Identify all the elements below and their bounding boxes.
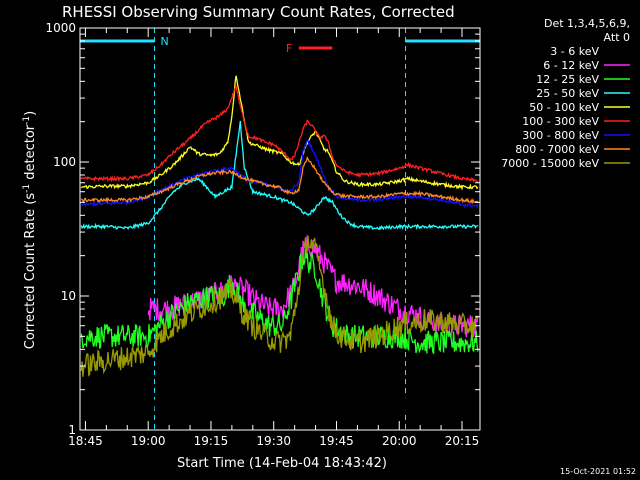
night-markers: N [80, 28, 480, 430]
x-tick-label-4: 19:45 [319, 434, 354, 448]
legend-label-3: 25 - 50 keV [536, 87, 599, 100]
plot-area: N F [80, 28, 480, 432]
night-label: N [160, 35, 168, 48]
flare-label: F [286, 42, 292, 55]
legend-label-4: 50 - 100 keV [529, 101, 599, 114]
y-tick-label-1: 10 [61, 289, 76, 303]
y-axis: 1 10 100 1000 [45, 21, 480, 437]
legend-detector-info: Det 1,3,4,5,6,9, [544, 17, 630, 30]
plot-frame [79, 27, 481, 431]
x-tick-label-1: 19:00 [131, 434, 166, 448]
x-tick-label-3: 19:30 [256, 434, 291, 448]
data-series [80, 75, 479, 432]
legend-label-7: 800 - 7000 keV [515, 143, 599, 156]
y-axis-label-post: ) [23, 111, 38, 116]
legend-label-1: 6 - 12 keV [543, 59, 599, 72]
x-tick-label-5: 20:00 [382, 434, 417, 448]
legend-label-5: 100 - 300 keV [522, 115, 599, 128]
y-tick-label-0: 1 [68, 423, 76, 437]
legend-label-0: 3 - 6 keV [550, 45, 599, 58]
series-line-4 [80, 75, 479, 191]
y-axis-label-pre: Corrected Count Rate (s [23, 193, 38, 350]
x-axis: 18:45 19:00 19:15 19:30 19:45 20:00 20:15 [68, 28, 479, 448]
x-axis-label: Start Time (14-Feb-04 18:43:42) [177, 456, 387, 471]
y-axis-label-mid: detector [23, 124, 38, 184]
x-tick-label-6: 20:15 [445, 434, 480, 448]
series-line-3 [80, 120, 479, 231]
series-line-0 [80, 254, 479, 432]
legend-label-6: 300 - 800 keV [522, 129, 599, 142]
y-axis-label: Corrected Count Rate (s-1 detector-1) [22, 111, 38, 349]
y-axis-label-exp1: -1 [22, 184, 32, 193]
series-line-7 [80, 156, 479, 205]
legend-label-8: 7000 - 15000 keV [501, 157, 599, 170]
plot-timestamp: 15-Oct-2021 01:52 [560, 467, 636, 476]
legend-label-2: 12 - 25 keV [536, 73, 599, 86]
y-axis-label-exp2: -1 [22, 116, 32, 125]
legend-attenuator-info: Att 0 [604, 31, 630, 44]
flare-markers: F [286, 42, 333, 55]
series-line-8 [80, 235, 479, 377]
series-line-6 [81, 139, 479, 209]
y-tick-label-2: 100 [53, 155, 76, 169]
chart-title: RHESSI Observing Summary Count Rates, Co… [62, 3, 455, 21]
series-line-5 [80, 85, 479, 184]
x-tick-label-0: 18:45 [68, 434, 103, 448]
x-tick-label-2: 19:15 [194, 434, 229, 448]
y-tick-label-3: 1000 [45, 21, 76, 35]
